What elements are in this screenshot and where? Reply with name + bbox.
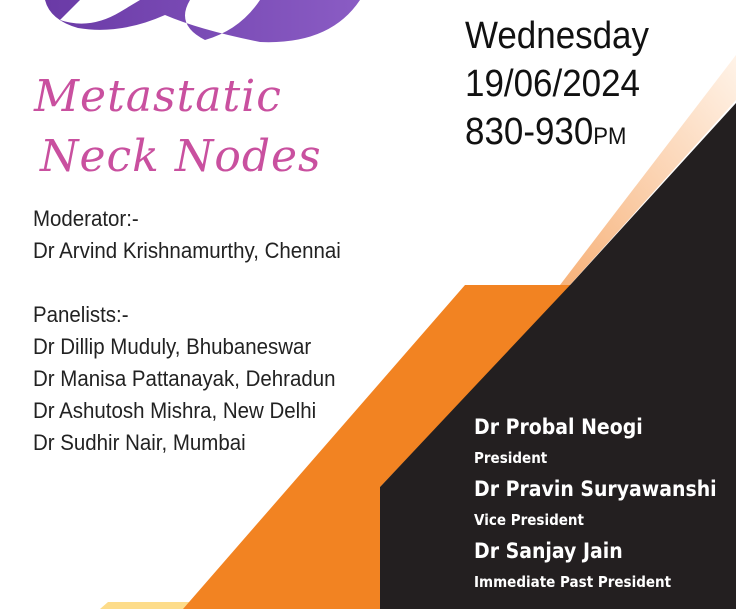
officer-role: Vice President bbox=[474, 511, 584, 529]
moderator-name: Dr Arvind Krishnamurthy, Chennai bbox=[33, 238, 341, 263]
panelists-label: Panelists:- bbox=[33, 302, 129, 327]
title-line-1: Metastatic bbox=[34, 71, 282, 122]
panelist: Dr Manisa Pattanayak, Dehradun bbox=[33, 366, 336, 391]
schedule: Wednesday 19/06/2024 830-930PM bbox=[465, 12, 649, 161]
panelist: Dr Dillip Muduly, Bhubaneswar bbox=[33, 334, 312, 359]
title-line-2: Neck Nodes bbox=[40, 131, 322, 182]
panelist: Dr Sudhir Nair, Mumbai bbox=[33, 430, 246, 455]
officer-role: Immediate Past President bbox=[474, 573, 672, 591]
event-day: Wednesday bbox=[465, 15, 649, 57]
officer-name: Dr Sanjay Jain bbox=[474, 539, 623, 563]
moderator-label: Moderator:- bbox=[33, 206, 139, 231]
officer-name: Dr Pravin Suryawanshi bbox=[474, 477, 717, 501]
event-time-value: 830-930 bbox=[465, 111, 594, 153]
panelist: Dr Ashutosh Mishra, New Delhi bbox=[33, 398, 317, 423]
event-time: 830-930PM bbox=[465, 108, 649, 161]
purple-ribbon bbox=[45, 0, 360, 43]
event-date: 19/06/2024 bbox=[465, 63, 640, 105]
yellow-strip bbox=[100, 602, 195, 609]
officer-name: Dr Probal Neogi bbox=[474, 415, 643, 439]
event-time-suffix: PM bbox=[593, 123, 627, 150]
peach-stripe bbox=[560, 55, 736, 285]
officers-list: Dr Probal Neogi President Dr Pravin Sury… bbox=[474, 412, 736, 598]
officer-role: President bbox=[474, 449, 548, 467]
black-panel bbox=[380, 103, 736, 609]
speakers-info: Moderator:- Dr Arvind Krishnamurthy, Che… bbox=[33, 203, 341, 459]
orange-band bbox=[183, 285, 572, 609]
